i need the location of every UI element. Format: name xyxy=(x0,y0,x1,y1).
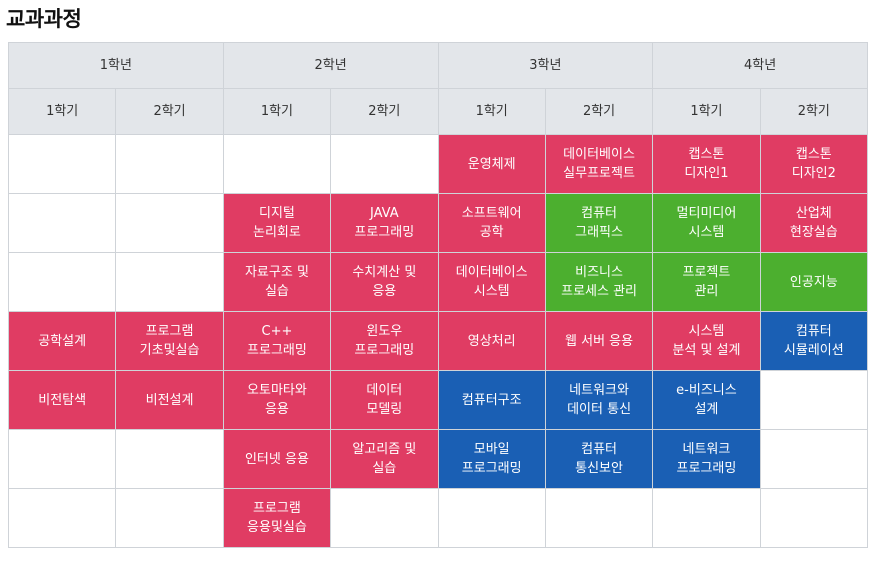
course-cell[interactable]: 영상처리 xyxy=(437,311,546,371)
course-cell[interactable]: 멀티미디어 시스템 xyxy=(652,193,761,253)
semester-header: 1학기 xyxy=(437,88,546,135)
empty-cell xyxy=(7,134,117,194)
empty-cell xyxy=(222,134,332,194)
empty-cell xyxy=(652,488,761,548)
semester-header: 2학기 xyxy=(115,88,224,135)
year-header: 1학년 xyxy=(8,42,224,89)
empty-cell xyxy=(544,488,654,548)
course-cell[interactable]: 데이터 모델링 xyxy=(330,370,439,430)
course-cell[interactable]: 소프트웨어 공학 xyxy=(437,193,546,253)
year-header-row: 1학년 2학년 3학년 4학년 xyxy=(8,42,868,89)
course-cell[interactable]: e-비즈니스 설계 xyxy=(652,370,761,430)
course-cell[interactable]: 데이터베이스 시스템 xyxy=(437,252,546,312)
semester-header: 2학기 xyxy=(544,88,654,135)
course-cell[interactable]: 컴퓨터 시뮬레이션 xyxy=(759,311,869,371)
semester-header: 2학기 xyxy=(759,88,869,135)
empty-cell xyxy=(7,252,117,312)
course-cell[interactable]: 시스템 분석 및 설계 xyxy=(652,311,761,371)
empty-cell xyxy=(330,488,439,548)
semester-header: 1학기 xyxy=(7,88,117,135)
course-cell[interactable]: 프로젝트 관리 xyxy=(652,252,761,312)
table-row: 프로그램 응용및실습 xyxy=(7,488,869,548)
course-cell[interactable]: 비전설계 xyxy=(115,370,224,430)
course-grid: 운영체제 데이터베이스 실무프로젝트 캡스톤 디자인1 캡스톤 디자인2 디지털 논리회… xyxy=(7,134,869,548)
course-cell[interactable]: 윈도우 프로그래밍 xyxy=(330,311,439,371)
empty-cell xyxy=(759,370,869,430)
semester-header: 1학기 xyxy=(652,88,761,135)
semester-header-row: 1학기 2학기 1학기 2학기 1학기 2학기 1학기 2학기 xyxy=(7,88,869,135)
empty-cell xyxy=(759,429,869,489)
course-cell[interactable]: 산업체 현장실습 xyxy=(759,193,869,253)
course-cell[interactable]: 공학설계 xyxy=(7,311,117,371)
table-row: 운영체제 데이터베이스 실무프로젝트 캡스톤 디자인1 캡스톤 디자인2 xyxy=(7,134,869,194)
empty-cell xyxy=(115,193,224,253)
course-cell[interactable]: 인터넷 응용 xyxy=(222,429,332,489)
course-cell[interactable]: 비즈니스 프로세스 관리 xyxy=(544,252,654,312)
semester-header: 1학기 xyxy=(222,88,332,135)
table-row: 디지털 논리회로 JAVA 프로그래밍 소프트웨어 공학 컴퓨터 그래픽스 멀티미디어 … xyxy=(7,193,869,253)
course-cell[interactable]: 오토마타와 응용 xyxy=(222,370,332,430)
course-cell[interactable]: 데이터베이스 실무프로젝트 xyxy=(544,134,654,194)
course-cell[interactable]: 모바일 프로그래밍 xyxy=(437,429,546,489)
year-header: 4학년 xyxy=(652,42,868,89)
table-row: 비전탐색 비전설계 오토마타와 응용 데이터 모델링 컴퓨터구조 네트워크와 데이터 통신… xyxy=(7,370,869,430)
empty-cell xyxy=(115,252,224,312)
empty-cell xyxy=(437,488,546,548)
course-cell[interactable]: 디지털 논리회로 xyxy=(222,193,332,253)
empty-cell xyxy=(7,429,117,489)
course-cell[interactable]: 캡스톤 디자인2 xyxy=(759,134,869,194)
table-row: 자료구조 및 실습 수치계산 및 응용 데이터베이스 시스템 비즈니스 프로세스 관리… xyxy=(7,252,869,312)
course-cell[interactable]: 컴퓨터구조 xyxy=(437,370,546,430)
table-row: 공학설계 프로그램 기초및실습 C++ 프로그래밍 윈도우 프로그래밍 영상처리 웹 서버… xyxy=(7,311,869,371)
empty-cell xyxy=(7,193,117,253)
course-cell[interactable]: 알고리즘 및 실습 xyxy=(330,429,439,489)
course-cell[interactable]: 웹 서버 응용 xyxy=(544,311,654,371)
course-cell[interactable]: 자료구조 및 실습 xyxy=(222,252,332,312)
course-cell[interactable]: 비전탐색 xyxy=(7,370,117,430)
course-cell[interactable]: 네트워크와 데이터 통신 xyxy=(544,370,654,430)
page-title: 교과과정 xyxy=(6,7,82,31)
course-cell[interactable]: 운영체제 xyxy=(437,134,546,194)
empty-cell xyxy=(330,134,439,194)
course-cell[interactable]: 수치계산 및 응용 xyxy=(330,252,439,312)
curriculum-table: 1학년 2학년 3학년 4학년 1학기 2학기 1학기 2학기 1학기 2학기 … xyxy=(7,42,869,548)
semester-header: 2학기 xyxy=(330,88,439,135)
course-cell[interactable]: 인공지능 xyxy=(759,252,869,312)
table-row: 인터넷 응용 알고리즘 및 실습 모바일 프로그래밍 컴퓨터 통신보안 네트워크 프로그… xyxy=(7,429,869,489)
course-cell[interactable]: 네트워크 프로그래밍 xyxy=(652,429,761,489)
course-cell[interactable]: 프로그램 응용및실습 xyxy=(222,488,332,548)
course-cell[interactable]: 컴퓨터 그래픽스 xyxy=(544,193,654,253)
course-cell[interactable]: 컴퓨터 통신보안 xyxy=(544,429,654,489)
course-cell[interactable]: 프로그램 기초및실습 xyxy=(115,311,224,371)
course-cell[interactable]: 캡스톤 디자인1 xyxy=(652,134,761,194)
empty-cell xyxy=(115,488,224,548)
empty-cell xyxy=(115,134,224,194)
year-header: 2학년 xyxy=(222,42,439,89)
course-cell[interactable]: C++ 프로그래밍 xyxy=(222,311,332,371)
empty-cell xyxy=(7,488,117,548)
year-header: 3학년 xyxy=(437,42,654,89)
empty-cell xyxy=(759,488,869,548)
course-cell[interactable]: JAVA 프로그래밍 xyxy=(330,193,439,253)
empty-cell xyxy=(115,429,224,489)
